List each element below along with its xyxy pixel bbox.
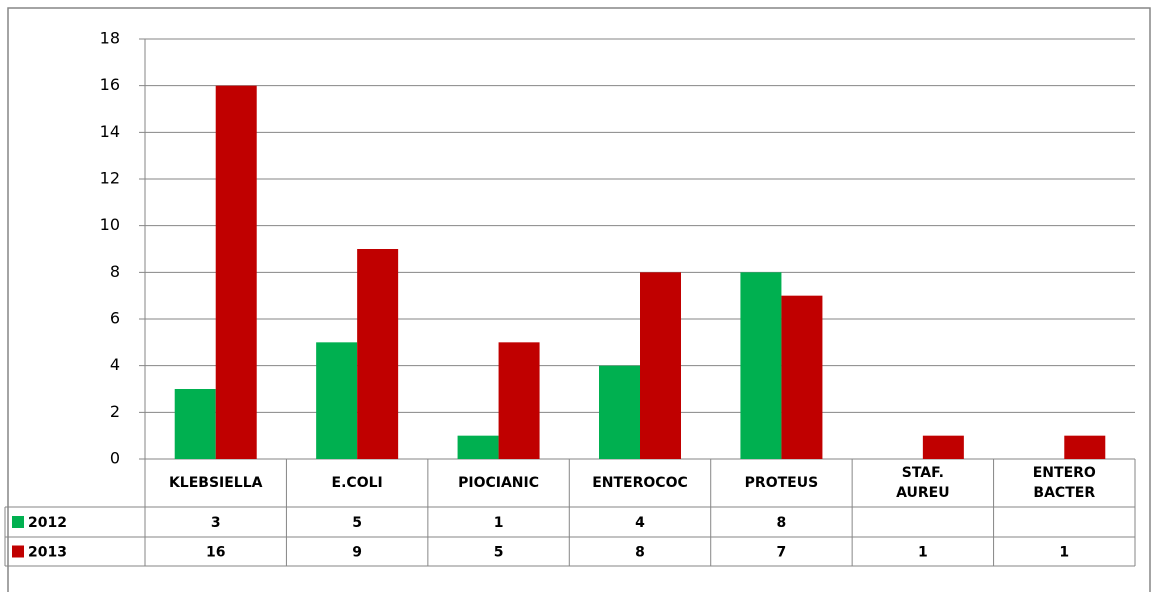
bar	[316, 342, 358, 459]
x-tick-label: STAF. AUREU	[896, 465, 950, 501]
y-tick-label: 2	[110, 402, 120, 421]
table-value: 5	[494, 545, 504, 561]
x-tick-label-cell: ENTEROCOC	[569, 459, 710, 507]
table-value: 3	[211, 515, 221, 531]
table-value: 8	[777, 515, 787, 531]
x-tick-label: KLEBSIELLA	[168, 475, 263, 491]
y-tick-label: 16	[100, 75, 120, 94]
x-tick-label-cell: E.COLI	[286, 459, 427, 507]
x-tick-label: ENTEROCOC	[592, 475, 688, 491]
table-value: 1	[494, 515, 504, 531]
y-tick-label: 8	[110, 262, 120, 281]
bar	[1064, 435, 1106, 459]
chart-border	[7, 7, 1151, 592]
x-tick-label-box: KLEBSIELLA	[145, 459, 286, 507]
x-tick-label-cell: ENTERO BACTER	[994, 459, 1135, 507]
table-value: 8	[635, 545, 645, 561]
bar	[215, 85, 257, 460]
bar	[781, 295, 823, 459]
y-tick-label: 4	[110, 355, 120, 374]
table-value: 7	[777, 545, 787, 561]
bar	[922, 435, 964, 459]
table-value: 16	[206, 545, 225, 561]
x-tick-label-box: ENTERO BACTER	[994, 459, 1135, 507]
bar	[498, 342, 540, 459]
x-tick-label-box: PIOCIANIC	[428, 459, 569, 507]
x-tick-label-box: ENTEROCOC	[569, 459, 710, 507]
table-value: 5	[352, 515, 362, 531]
y-tick-label: 18	[100, 29, 120, 48]
x-tick-label-box: PROTEUS	[711, 459, 852, 507]
y-tick-label: 0	[110, 449, 120, 468]
y-tick-label: 6	[110, 309, 120, 328]
table-value: 1	[918, 545, 928, 561]
y-tick-label: 14	[100, 122, 120, 141]
legend-swatch	[12, 516, 24, 528]
legend-label: 2012	[28, 515, 67, 531]
x-tick-label: PROTEUS	[744, 475, 819, 491]
x-tick-label: PIOCIANIC	[458, 475, 539, 491]
legend-swatch	[12, 545, 24, 558]
bar	[599, 365, 640, 459]
table-value: 9	[352, 545, 362, 561]
x-tick-label-cell: KLEBSIELLA	[145, 459, 286, 507]
x-tick-label-cell: STAF. AUREU	[852, 459, 993, 507]
x-tick-label-box: STAF. AUREU	[852, 459, 993, 507]
bar	[357, 249, 399, 459]
legend-label: 2013	[28, 545, 67, 561]
y-tick-label: 10	[100, 215, 120, 234]
bar	[457, 435, 499, 459]
bar	[740, 272, 782, 459]
y-tick-label: 12	[100, 169, 120, 188]
bar	[640, 272, 681, 459]
x-tick-label: E.COLI	[331, 475, 383, 491]
table-value: 4	[635, 515, 645, 531]
x-tick-label: ENTERO BACTER	[1032, 465, 1096, 501]
x-tick-label-cell: PROTEUS	[711, 459, 852, 507]
x-tick-label-cell: PIOCIANIC	[428, 459, 569, 507]
table-value: 1	[1059, 545, 1069, 561]
x-tick-label-box: E.COLI	[286, 459, 427, 507]
bar	[174, 389, 216, 459]
